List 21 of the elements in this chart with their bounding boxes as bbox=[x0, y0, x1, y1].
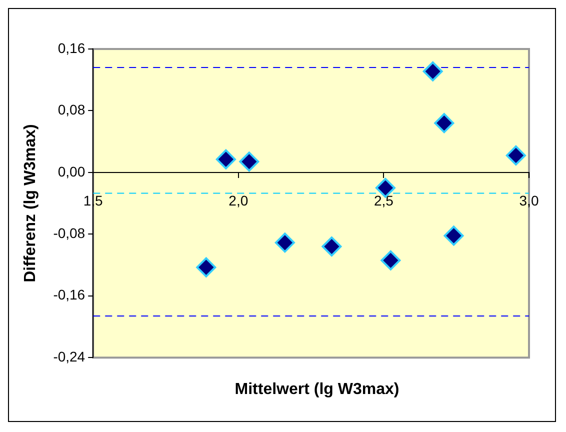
point bbox=[422, 61, 443, 82]
point bbox=[322, 236, 342, 257]
point bbox=[239, 152, 260, 172]
x-tick-label: 2,5 bbox=[374, 192, 394, 209]
x-tick-label: 2,0 bbox=[228, 192, 248, 209]
y-axis-title: Differenz (lg W3max) bbox=[22, 124, 40, 282]
y-tick-label: 0,08 bbox=[58, 102, 86, 118]
point bbox=[216, 149, 236, 170]
y-tick-label: 0,00 bbox=[58, 163, 86, 180]
point bbox=[444, 226, 464, 246]
y-tick-label: -0,08 bbox=[53, 225, 86, 242]
x-axis-title: Mittelwert (lg W3max) bbox=[234, 381, 400, 399]
y-tick-label: -0,24 bbox=[53, 348, 86, 364]
y-tick-label: 0,16 bbox=[58, 40, 86, 56]
point bbox=[196, 257, 216, 278]
point bbox=[434, 113, 454, 134]
y-tick-label: -0,16 bbox=[53, 286, 86, 303]
point bbox=[380, 250, 401, 270]
point bbox=[506, 145, 526, 166]
point bbox=[274, 232, 295, 253]
x-tick-label: 3,0 bbox=[519, 192, 539, 209]
